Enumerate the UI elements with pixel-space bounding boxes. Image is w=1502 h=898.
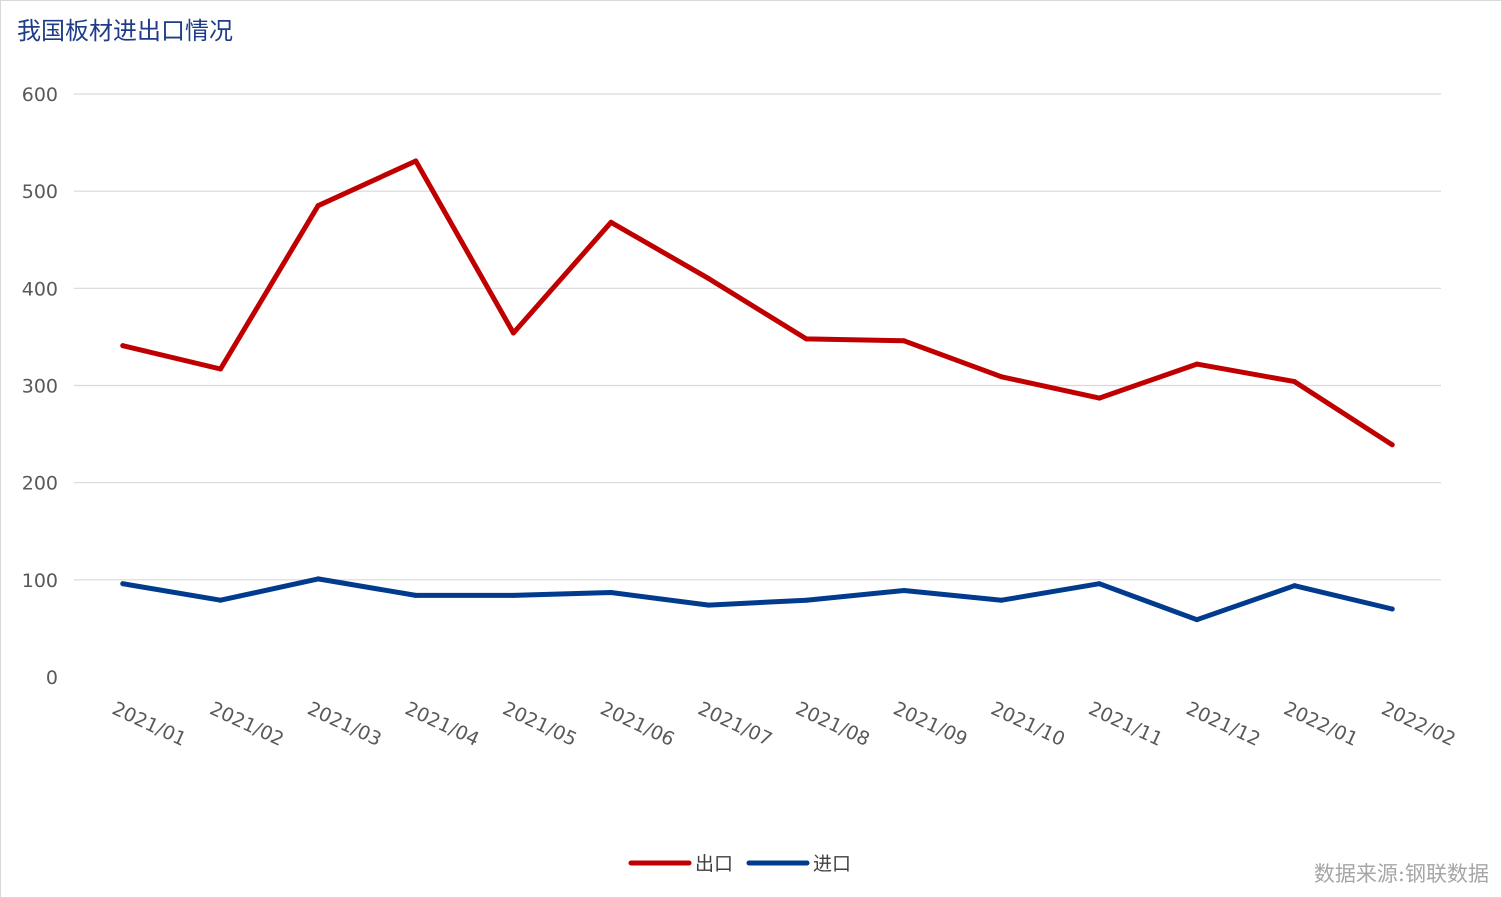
data-point xyxy=(413,592,419,598)
y-tick-label: 0 xyxy=(46,667,58,689)
y-tick-label: 400 xyxy=(22,278,58,300)
data-point xyxy=(510,330,516,336)
x-tick-label: 2021/02 xyxy=(206,698,287,751)
data-point xyxy=(1096,395,1102,401)
chart-title: 我国板材进出口情况 xyxy=(17,17,233,45)
y-tick-label: 600 xyxy=(22,84,58,106)
data-point xyxy=(999,374,1005,380)
data-point xyxy=(608,589,614,595)
gridlines xyxy=(74,93,1441,581)
data-point xyxy=(901,338,907,344)
legend-label: 进口 xyxy=(813,853,851,875)
data-point xyxy=(901,588,907,594)
data-point xyxy=(120,581,126,587)
data-point xyxy=(217,597,223,603)
x-tick-label: 2021/10 xyxy=(987,698,1068,751)
y-tick-label: 300 xyxy=(22,376,58,398)
y-tick-label: 200 xyxy=(22,473,58,495)
data-point xyxy=(1292,379,1298,385)
x-tick-label: 2021/04 xyxy=(402,698,483,751)
y-tick-label: 100 xyxy=(22,570,58,592)
data-point xyxy=(1194,617,1200,623)
data-point xyxy=(706,276,712,282)
series-lines xyxy=(120,158,1395,623)
x-tick-label: 2021/12 xyxy=(1183,698,1264,751)
series-line-1 xyxy=(120,576,1395,623)
x-tick-label: 2021/11 xyxy=(1085,698,1166,751)
x-tick-label: 2022/01 xyxy=(1280,698,1361,751)
data-point xyxy=(1292,583,1298,589)
data-point xyxy=(217,366,223,372)
legend-label: 出口 xyxy=(695,853,733,875)
x-tick-label: 2021/03 xyxy=(304,698,385,751)
x-tick-label: 2021/08 xyxy=(792,698,873,751)
data-point xyxy=(510,592,516,598)
data-point xyxy=(120,343,126,349)
x-tick-label: 2021/05 xyxy=(499,698,580,751)
data-point xyxy=(413,158,419,164)
data-point xyxy=(1389,606,1395,612)
data-point xyxy=(999,597,1005,603)
x-tick-label: 2021/01 xyxy=(109,698,190,751)
data-point xyxy=(1194,361,1200,367)
data-point xyxy=(1389,442,1395,448)
data-point xyxy=(315,203,321,209)
x-tick-label: 2022/02 xyxy=(1378,698,1459,751)
data-point xyxy=(706,602,712,608)
data-point xyxy=(803,336,809,342)
data-point xyxy=(315,576,321,582)
series-line-0 xyxy=(120,158,1395,448)
y-tick-label: 500 xyxy=(22,181,58,203)
data-point xyxy=(1096,581,1102,587)
x-tick-label: 2021/09 xyxy=(890,698,971,751)
data-point xyxy=(803,597,809,603)
x-tick-label: 2021/06 xyxy=(597,698,678,751)
legend: 出口 进口 xyxy=(628,853,851,875)
x-axis-ticks: 2021/01 2021/02 2021/03 2021/04 2021/05 2021/… xyxy=(109,698,1459,751)
x-tick-label: 2021/07 xyxy=(695,698,776,751)
y-axis-ticks: 0 100 200 300 400 500 600 xyxy=(22,84,58,689)
source-note: 数据来源:钢联数据 xyxy=(1314,862,1489,886)
data-point xyxy=(608,219,614,225)
